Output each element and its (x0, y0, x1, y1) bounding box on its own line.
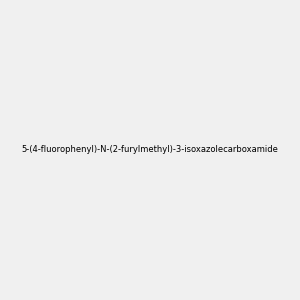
Text: 5-(4-fluorophenyl)-N-(2-furylmethyl)-3-isoxazolecarboxamide: 5-(4-fluorophenyl)-N-(2-furylmethyl)-3-i… (22, 146, 278, 154)
